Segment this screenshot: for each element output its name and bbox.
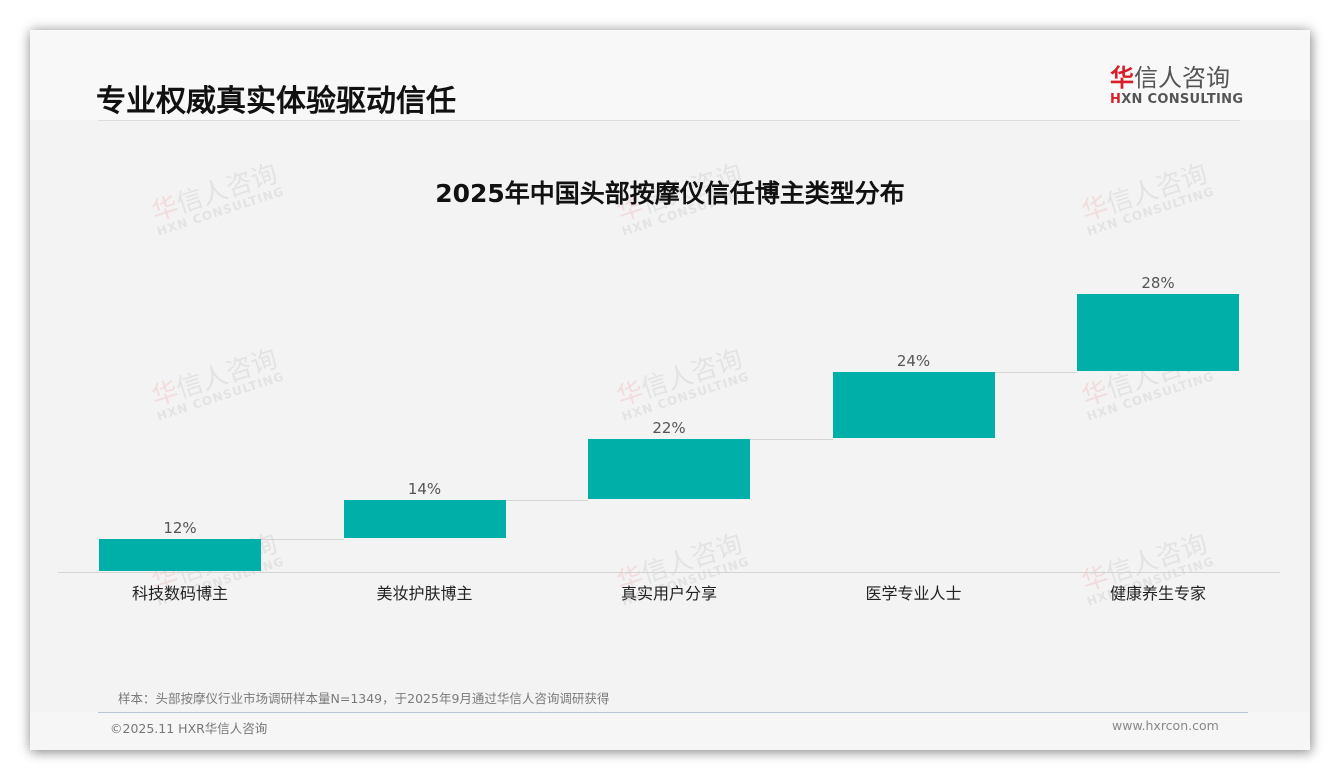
copyright: ©2025.11 HXR华信人咨询 <box>110 721 268 736</box>
bar-value-label: 14% <box>407 479 442 498</box>
logo-en: HXN CONSULTING <box>1110 92 1244 107</box>
chart-title: 2025年中国头部按摩仪信任博主类型分布 <box>435 179 905 208</box>
connector-line <box>994 371 1077 373</box>
bar-value-label: 28% <box>1141 274 1175 292</box>
bar-5 <box>1077 294 1239 371</box>
bar-value-label: 12% <box>163 518 197 537</box>
x-axis-category-label: 真实用户分享 <box>620 584 717 603</box>
footer-band <box>30 712 1310 750</box>
source-note: 样本：头部按摩仪行业市场调研样本量N=1349，于2025年9月通过华信人咨询调… <box>118 691 610 706</box>
header-band <box>30 30 1310 120</box>
connector-line <box>261 538 344 540</box>
logo-cn: 华信人咨询 <box>1110 64 1230 92</box>
x-axis-category-label: 美妆护肤博主 <box>376 584 473 603</box>
slide-card: 专业权威真实体验驱动信任 华信人咨询 HXN CONSULTING 华信人咨询 H… <box>30 30 1310 750</box>
x-axis-category-label: 医学专业人士 <box>865 584 962 603</box>
connector-line <box>505 499 588 501</box>
page-title: 专业权威真实体验驱动信任 <box>96 84 456 119</box>
bar-3 <box>588 438 750 499</box>
header-divider <box>98 120 1240 121</box>
bar-2 <box>343 499 506 538</box>
brand-logo: 华信人咨询 HXN CONSULTING <box>1110 64 1244 108</box>
bar-value-label: 24% <box>896 351 931 370</box>
footer-divider <box>98 712 1248 713</box>
waterfall-chart: 12% 科技数码博主 14% 美妆护肤博主 22% 真实用户分享 24% 医学专业人士 28% 健… <box>30 30 1310 750</box>
bar-4 <box>832 371 995 438</box>
x-axis-line <box>58 572 1280 573</box>
website-link[interactable]: www.hxrcon.com <box>1112 718 1219 733</box>
x-axis-category-label: 健康养生专家 <box>1109 584 1206 603</box>
connector-line <box>750 438 833 440</box>
x-axis-category-label: 科技数码博主 <box>131 584 228 603</box>
bar-value-label: 22% <box>652 418 686 437</box>
bar-1 <box>99 538 261 571</box>
